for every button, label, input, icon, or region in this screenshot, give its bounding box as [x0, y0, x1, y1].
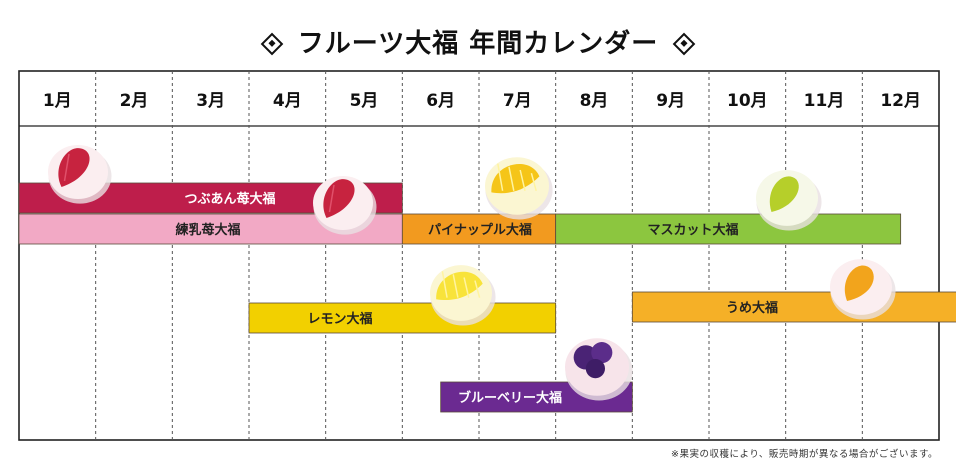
bar-lemon	[248, 302, 557, 334]
bar-pineapple	[401, 213, 557, 245]
blueberry-daifuku-icon	[565, 338, 633, 401]
month-label: 10月	[727, 91, 768, 111]
muscat-daifuku-icon	[756, 170, 822, 231]
bar-label: マスカット大福	[647, 222, 738, 238]
chart-title-text: フルーツ大福 年間カレンダー	[297, 29, 659, 59]
bar-label: 練乳苺大福	[175, 222, 240, 238]
month-label: 7月	[503, 91, 532, 111]
month-label: 11月	[804, 91, 845, 111]
month-label: 6月	[426, 91, 455, 111]
month-label: 5月	[350, 91, 379, 111]
bar-label: パイナップル大福	[428, 222, 532, 238]
month-label: 9月	[656, 91, 685, 111]
footnote: ※果実の収穫により、販売時期が異なる場合がございます。	[671, 449, 938, 460]
strawberry-daifuku-icon	[48, 145, 112, 204]
month-label: 4月	[273, 91, 302, 111]
month-label: 1月	[43, 91, 72, 111]
bar-label: つぶあん苺大福	[184, 191, 275, 207]
pineapple-daifuku-icon	[485, 157, 553, 220]
bar-ume	[631, 291, 956, 323]
month-label: 2月	[120, 91, 149, 111]
bar-muscat	[555, 213, 902, 245]
month-label: 8月	[580, 91, 609, 111]
ume-daifuku-icon	[830, 259, 896, 320]
bar-label: うめ大福	[726, 300, 778, 316]
bar-label: レモン大福	[307, 311, 372, 327]
strawberry-daifuku-icon	[313, 176, 377, 235]
bar-label: ブルーベリー大福	[458, 390, 562, 406]
chart-title: フルーツ大福 年間カレンダー	[0, 26, 956, 62]
month-label: 3月	[196, 91, 225, 111]
lemon-daifuku-icon	[430, 265, 496, 326]
month-label: 12月	[880, 91, 921, 111]
